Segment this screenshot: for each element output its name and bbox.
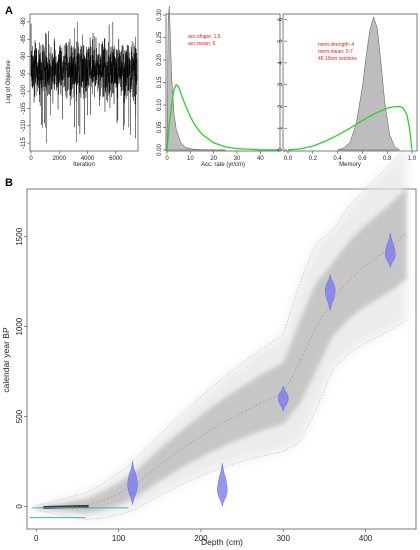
memory-plot-frame [282,13,418,152]
age-y-label: calendar year BP [1,327,11,393]
acc-rate-annotation-2: acc.mean: 5 [188,41,215,47]
acc-rate-y-tick-label: 0.25 [157,31,163,43]
memory-y-tick-label: 6 [278,17,284,21]
iteration-y-tick-label: -90 [21,52,27,61]
memory-x-tick-label: 0.4 [333,156,342,162]
age-depth-x-tick-label: 200 [194,534,208,543]
memory-x-tick-label: 0.0 [284,156,293,162]
acc-rate-plot-frame [165,13,281,152]
age-depth-plot-frame [26,188,417,530]
iteration-x-tick-label: 0 [29,156,33,162]
age-depth-y-tick-label: 0 [15,504,24,509]
iteration-y-tick-label: -115 [21,137,27,149]
acc-rate-annotation-1: acc.shape: 1.5 [188,34,221,40]
iteration-y-tick-label: -80 [21,17,27,26]
iteration-x-tick-label: 6000 [109,156,123,162]
calibrated-date [127,461,138,505]
memory-y-tick-label: 5 [278,39,284,43]
acc-rate-x-tick-label: 20 [210,156,217,162]
iteration-x-tick-label: 4000 [81,156,95,162]
iteration-trace-panel: 0 2000 4000 6000 -115 -110 -105 -100 -95 -90 -85 -8… [6,13,139,168]
panel-label-a: A [5,5,13,17]
age-model-shading [36,146,407,520]
memory-y-tick-label: 4 [278,61,284,65]
acc-rate-y-tick-label: 0.15 [157,76,163,88]
memory-annotation-2: mem.mean: 0.7 [318,49,353,55]
acc-rate-x-tick-label: 40 [257,156,264,162]
acc-rate-panel: 0 10 20 30 400.000.050.100.150.200.250.30 ac… [157,5,281,168]
iteration-x-label: Iteration [73,162,95,168]
memory-annotation-3: 45 10cm sections [318,56,357,62]
age-depth-y-tick-label: 1500 [15,227,24,245]
iteration-trace-line [30,21,138,144]
acc-rate-x-tick-label: 0 [165,156,169,162]
memory-posterior-area [337,16,401,151]
calibrated-date [385,233,396,269]
memory-prior-line [287,105,413,151]
memory-y-tick-label: 1 [278,126,284,130]
trace-polyline [30,21,138,144]
depth-x-label: Depth (cm) [201,537,243,547]
age-depth-y-tick-label: 1000 [15,317,24,335]
acc-rate-x-tick-label: 10 [187,156,194,162]
iteration-y-label: Log of Objective [6,60,12,104]
age-depth-x-tick-label: 300 [277,534,291,543]
memory-x-tick-label: 0.2 [309,156,318,162]
memory-x-tick-label: 1.0 [408,156,417,162]
acc-rate-y-tick-label: 0.20 [157,54,163,66]
acc-rate-y-tick-label: 0.00 [157,144,163,156]
acc-rate-y-tick-label: 0.30 [157,9,163,21]
calibrated-date [217,463,228,507]
iteration-y-tick-label: -110 [21,119,27,131]
median-age-line [36,232,407,509]
modern-date-lines [29,507,129,519]
iteration-y-tick-label: -85 [21,34,27,43]
acc-rate-x-tick-label: 30 [234,156,241,162]
acc-rate-prior-line [166,83,280,151]
iteration-plot-frame [29,13,139,152]
memory-y-tick-label: 2 [278,104,284,108]
memory-annotation-1: mem.strength: 4 [318,42,354,48]
memory-panel: 0.0 0.2 0.4 0.6 0.8 1.0 0 1 2 3 4 5 6 mem.strength: … [278,13,418,168]
acc-rate-y-tick-label: 0.10 [157,99,163,111]
memory-y-tick-label: 3 [278,82,284,86]
memory-x-label: Memory [339,162,361,168]
age-depth-x-tick-label: 400 [359,534,373,543]
age-depth-x-tick-label: 0 [34,534,39,543]
age-model-upper-bound [36,146,407,507]
age-model-envelope [36,146,407,520]
iteration-y-tick-label: -95 [21,69,27,78]
age-depth-x-tick-label: 100 [112,534,126,543]
calibrated-date [324,274,336,311]
acc-rate-y-tick-label: 0.05 [157,121,163,133]
calibrated-dates [127,233,396,507]
age-depth-y-tick-label: 500 [15,409,24,423]
iteration-y-tick-label: -100 [21,84,27,97]
iteration-y-tick-label: -105 [21,102,27,115]
acc-rate-posterior-area [166,5,226,151]
acc-rate-x-label: Acc. rate (yr/cm) [201,162,245,168]
memory-x-tick-label: 0.8 [383,156,392,162]
iteration-x-tick-label: 2000 [53,156,67,162]
memory-x-tick-label: 0.6 [358,156,367,162]
panel-label-b: B [5,177,13,189]
memory-y-tick-label: 0 [278,148,284,152]
calibrated-date [278,385,289,412]
